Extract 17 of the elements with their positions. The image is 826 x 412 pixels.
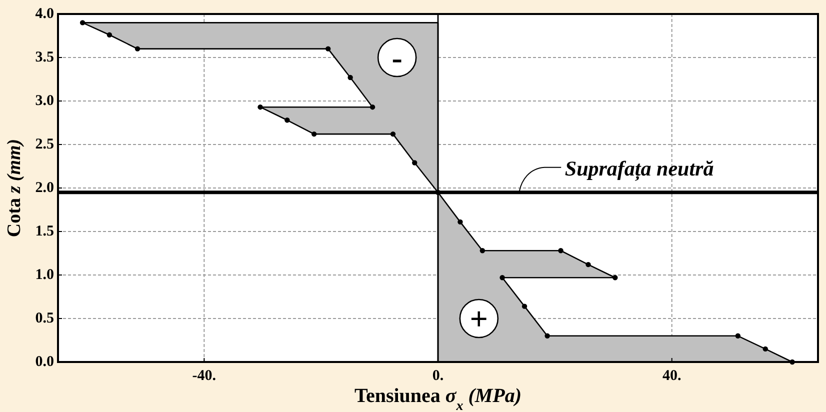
y-tick-label: 1.5 xyxy=(35,224,54,240)
annotation: + xyxy=(470,300,488,336)
y-tick-label: 3.0 xyxy=(35,93,54,109)
y-tick-label: 0.0 xyxy=(35,354,54,370)
y-tick-label: 4.0 xyxy=(35,6,54,22)
y-axis-title: Cota z (mm) xyxy=(4,138,25,238)
y-tick-label: 3.5 xyxy=(35,50,54,66)
x-axis-title: Tensiunea σ$_{x}$ (MPa) xyxy=(354,385,522,412)
x-tick-label: 0. xyxy=(432,368,444,384)
y-tick-label: 2.5 xyxy=(35,136,54,152)
annotation: - xyxy=(392,40,402,76)
x-tick-label: 40. xyxy=(662,368,682,384)
y-tick-label: 0.5 xyxy=(35,310,54,326)
y-tick-label: 1.0 xyxy=(35,267,54,283)
x-tick-label: -40. xyxy=(192,368,216,384)
legend-label: Suprafața neutră xyxy=(564,156,714,182)
y-tick-label: 2.0 xyxy=(35,180,54,196)
